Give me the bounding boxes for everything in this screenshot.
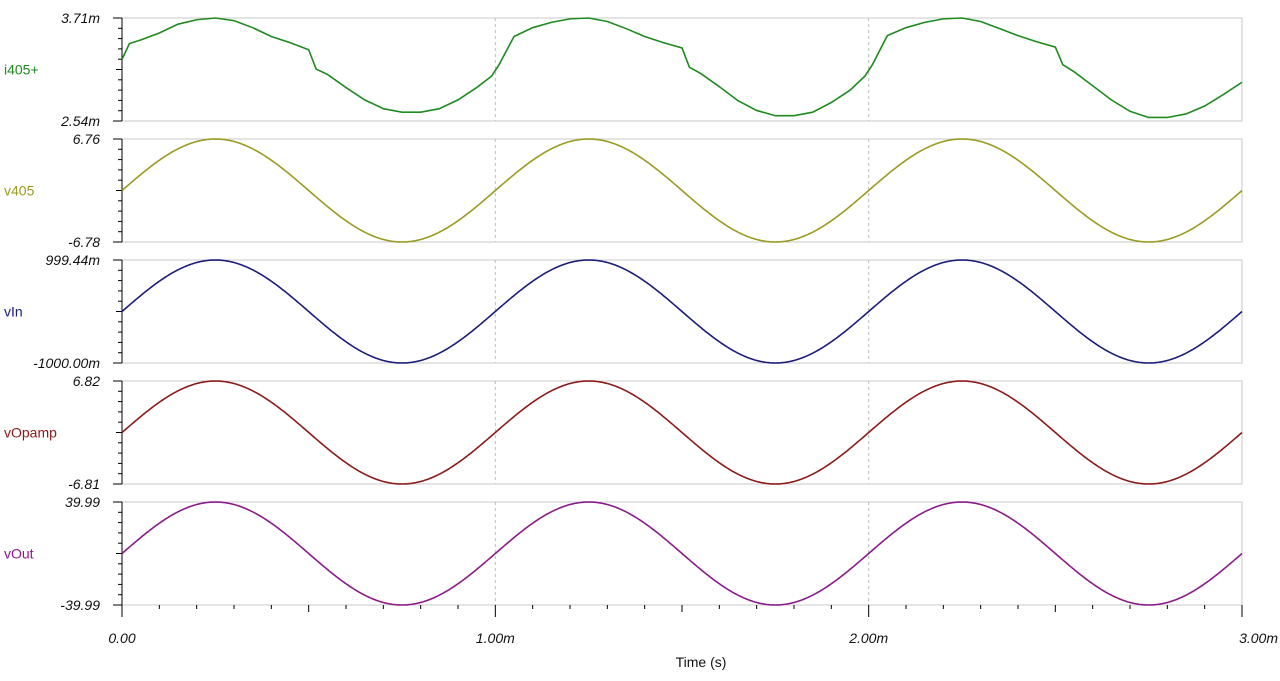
x-tick-label: 1.00m [476, 630, 515, 646]
trace-label: v405 [4, 183, 35, 199]
trace-label: i405+ [4, 62, 39, 78]
x-tick-label: 0.00 [108, 630, 135, 646]
panel-i405: 3.71m 2.54m i405+ [4, 10, 1243, 129]
panel-vopamp: 6.82 -6.81 vOpamp [4, 373, 1243, 492]
y-min-label: -39.99 [60, 597, 100, 613]
y-min-label: 2.54m [60, 113, 100, 129]
panel-vin: 999.44m -1000.00m vIn [4, 252, 1243, 371]
y-min-label: -6.78 [68, 234, 100, 250]
trace-label: vOut [4, 546, 34, 562]
x-axis-label: Time (s) [676, 654, 727, 670]
y-max-label: 6.82 [73, 373, 100, 389]
panels-layer: 3.71m 2.54m i405+ 6.76 -6.78 v405 999.44m -1000… [4, 10, 1243, 613]
y-max-label: 39.99 [65, 494, 100, 510]
series-line-vopamp [121, 380, 1243, 485]
y-max-label: 3.71m [61, 10, 100, 26]
y-min-label: -6.81 [68, 476, 100, 492]
x-tick-label: 2.00m [848, 630, 888, 646]
y-max-label: 6.76 [73, 131, 100, 147]
series-line-v405 [121, 138, 1243, 243]
panel-vout: 39.99 -39.99 vOut [4, 494, 1243, 613]
x-tick-label: 3.00m [1239, 630, 1278, 646]
y-min-label: -1000.00m [33, 355, 100, 371]
series-line-vin [121, 259, 1243, 364]
trace-label: vOpamp [4, 425, 57, 441]
x-axis: 0.00 1.00m 2.00m 3.00m [108, 605, 1278, 646]
panel-frame [121, 17, 1243, 122]
panel-v405: 6.76 -6.78 v405 [4, 131, 1243, 250]
y-max-label: 999.44m [46, 252, 101, 268]
series-line-i405 [121, 17, 1243, 119]
trace-label: vIn [4, 304, 23, 320]
series-line-vout [121, 501, 1243, 606]
